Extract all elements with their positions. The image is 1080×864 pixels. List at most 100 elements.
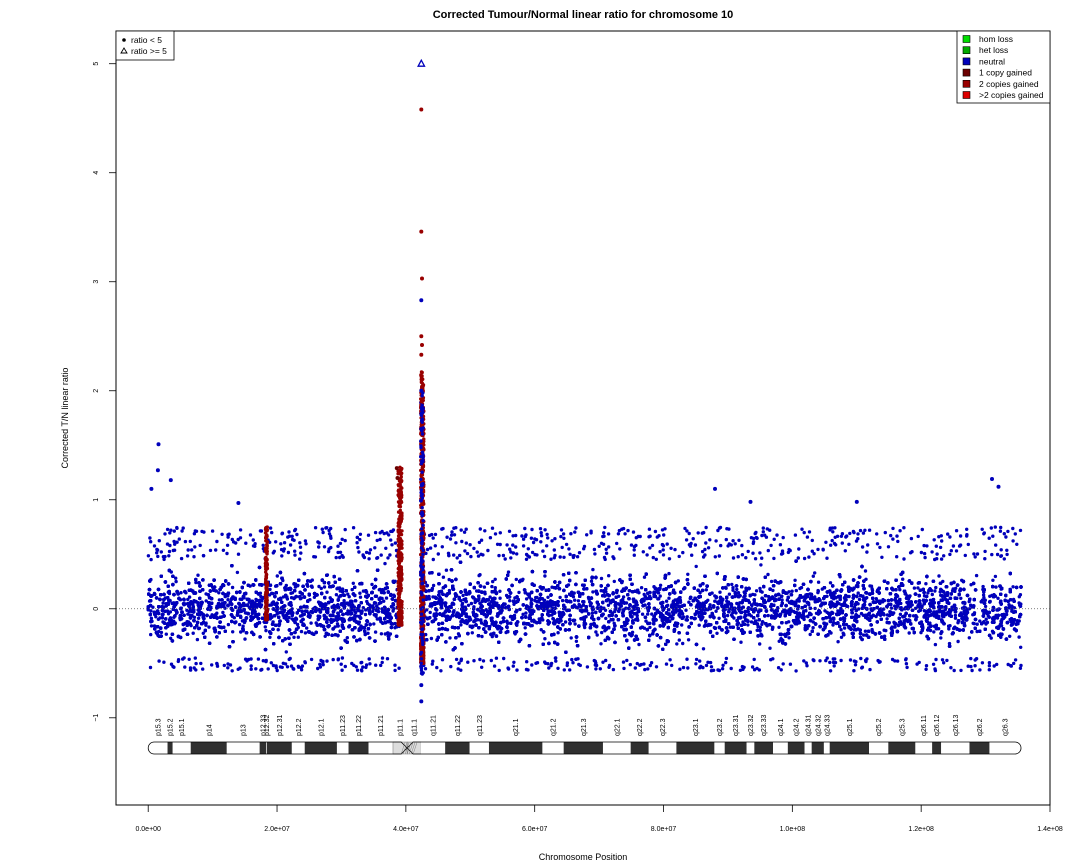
neutral-point <box>508 599 512 603</box>
neutral-point <box>863 629 868 633</box>
neutral-point <box>350 587 354 592</box>
neutral-point <box>441 575 446 579</box>
neutral-point <box>715 631 719 635</box>
neutral-point <box>466 603 471 607</box>
neutral-point <box>263 625 267 629</box>
neutral-point <box>384 596 389 600</box>
neutral-point <box>885 617 889 621</box>
neutral-point <box>284 650 288 654</box>
neutral-point <box>276 628 280 632</box>
neutral-point <box>621 595 626 599</box>
neutral-point <box>354 614 359 618</box>
neutral-point <box>599 642 603 646</box>
neutral-point <box>934 585 938 590</box>
neutral-point <box>639 586 644 590</box>
neutral-point <box>358 591 362 595</box>
neutral-point <box>558 595 562 600</box>
neutral-point <box>599 576 604 581</box>
neutral-point <box>882 628 886 632</box>
neutral-point <box>842 626 847 630</box>
neutral-point <box>517 590 521 595</box>
neutral-point <box>701 647 706 651</box>
neutral-point <box>243 637 247 641</box>
neutral-point <box>569 636 573 640</box>
neutral-point <box>684 608 688 612</box>
neutral-point <box>382 599 386 603</box>
neutral-point <box>650 612 654 616</box>
neutral-point <box>491 579 495 584</box>
neutral-point <box>718 590 722 594</box>
neutral-point <box>560 598 565 603</box>
neutral-point <box>488 595 492 599</box>
neutral-point <box>340 587 345 591</box>
neutral-point <box>482 585 487 589</box>
neutral-point <box>661 621 665 625</box>
neutral-point <box>698 590 702 595</box>
neutral-point <box>723 585 728 590</box>
neutral-point <box>753 593 757 597</box>
neutral-point <box>844 622 849 627</box>
neutral-point <box>994 585 998 589</box>
neutral-point <box>875 612 880 617</box>
neutral-point <box>612 579 616 584</box>
neutral-point <box>889 606 894 610</box>
neutral-point <box>379 632 384 636</box>
neutral-point <box>226 622 231 627</box>
neutral-point <box>953 616 958 620</box>
neutral-point <box>811 574 815 578</box>
neutral-point <box>342 599 346 603</box>
neutral-point <box>991 578 995 582</box>
neutral-point <box>898 612 903 616</box>
plot-frame <box>115 30 1051 806</box>
neutral-point <box>546 595 550 599</box>
neutral-point <box>159 630 164 635</box>
neutral-point <box>725 613 730 618</box>
neutral-point <box>591 590 595 594</box>
neutral-point <box>295 622 300 627</box>
neutral-point <box>201 631 205 635</box>
neutral-point <box>373 630 378 634</box>
neutral-point <box>424 595 428 599</box>
neutral-point <box>640 612 645 616</box>
neutral-point <box>893 604 897 608</box>
neutral-point <box>808 632 812 637</box>
neutral-point <box>987 615 991 619</box>
neutral-point <box>759 563 763 567</box>
neutral-point <box>556 631 560 635</box>
neutral-point <box>595 633 599 637</box>
neutral-point <box>268 593 272 597</box>
neutral-point <box>784 621 788 625</box>
neutral-point <box>727 592 732 596</box>
neutral-point <box>731 588 735 592</box>
neutral-point <box>574 639 579 643</box>
neutral-point <box>975 622 979 626</box>
neutral-point <box>325 590 329 594</box>
neutral-point <box>1007 603 1011 607</box>
neutral-point <box>428 610 432 615</box>
neutral-point <box>758 586 762 591</box>
neutral-point <box>771 588 775 593</box>
neutral-point <box>667 596 671 600</box>
neutral-point <box>777 639 781 643</box>
neutral-point <box>811 626 815 630</box>
neutral-point <box>590 611 595 615</box>
neutral-point <box>704 588 708 592</box>
neutral-point <box>837 602 841 606</box>
neutral-point <box>539 628 543 632</box>
neutral-point <box>164 632 168 636</box>
neutral-point <box>524 611 528 615</box>
neutral-point <box>646 612 650 616</box>
neutral-point <box>239 630 243 634</box>
neutral-point <box>493 577 497 581</box>
neutral-point <box>787 590 791 594</box>
neutral-point <box>735 587 739 592</box>
neutral-point <box>194 580 198 585</box>
neutral-point <box>594 630 598 634</box>
neutral-point <box>846 604 850 609</box>
neutral-point <box>981 593 986 597</box>
neutral-point <box>543 574 547 578</box>
neutral-point <box>755 628 759 632</box>
neutral-point <box>1017 595 1021 599</box>
neutral-point <box>839 628 843 632</box>
neutral-point <box>186 597 190 602</box>
